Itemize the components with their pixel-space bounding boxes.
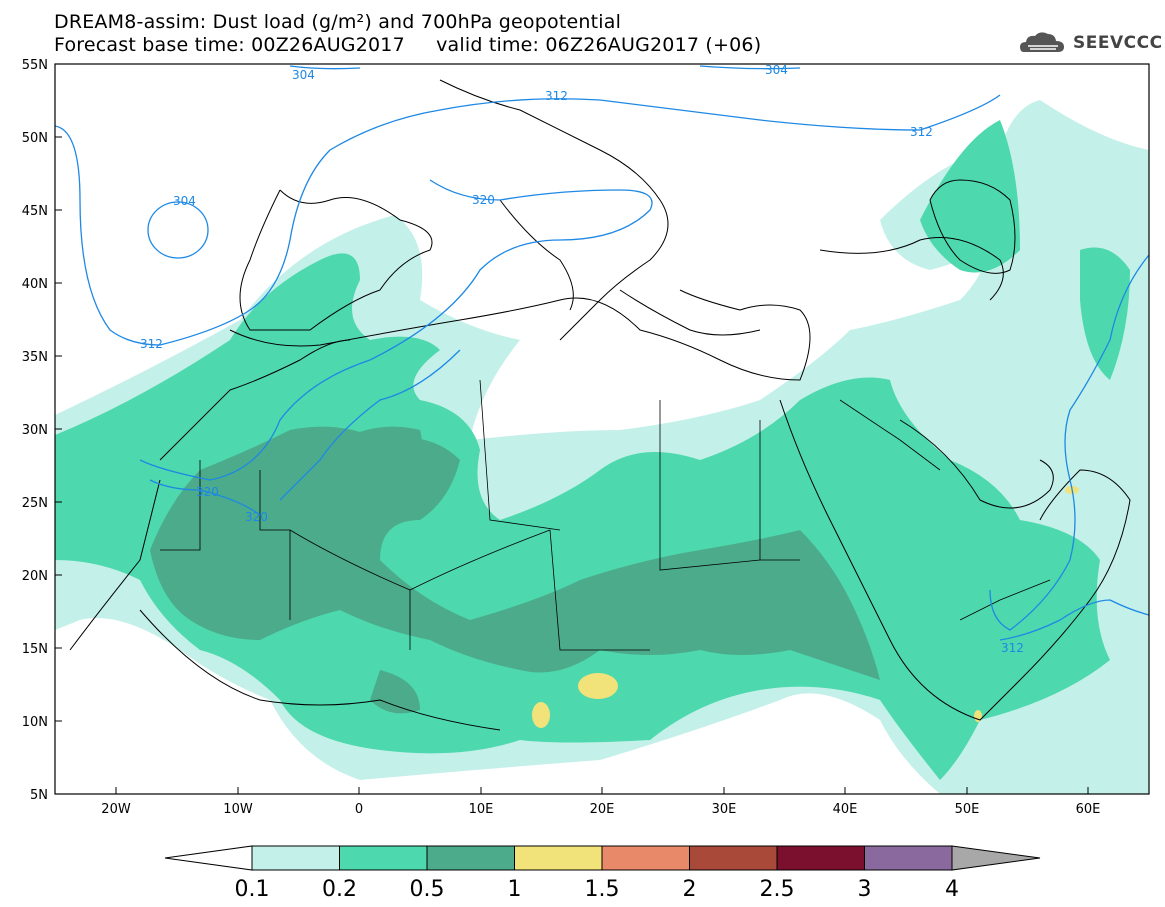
colorbar-tick-label: 3 (858, 877, 872, 902)
lat-label: 30N (22, 423, 48, 438)
colorbar-tick-label: 1.5 (585, 877, 620, 902)
colorbar-swatch (776, 845, 865, 871)
lon-label: 10W (223, 802, 253, 817)
contour-label: 304 (765, 63, 788, 77)
lat-label: 55N (22, 58, 48, 73)
lat-label: 20N (22, 569, 48, 584)
forecast-time-subtitle: Forecast base time: 00Z26AUG2017 valid t… (54, 34, 762, 56)
contour-label: 312 (1001, 641, 1024, 655)
lat-label: 45N (22, 204, 48, 219)
contour-label: 304 (292, 68, 315, 82)
colorbar-tick-label: 1 (508, 877, 522, 902)
colorbar: 0.1 0.2 0.5 1 1.5 2 2.5 3 4 (164, 845, 1041, 902)
colorbar-tick-label: 4 (945, 877, 959, 902)
colorbar-swatch (514, 845, 603, 871)
contour-labels: 304 304 312 312 304 320 312 320 320 312 (140, 63, 1024, 655)
lon-label: 40E (833, 802, 858, 817)
cloud-icon (1020, 32, 1064, 52)
geopotential-contours (55, 65, 1149, 641)
lon-label: 50E (955, 802, 980, 817)
colorbar-swatch (689, 845, 778, 871)
latitude-axis (55, 63, 62, 795)
lon-label: 10E (469, 802, 494, 817)
contour-label: 304 (173, 194, 196, 208)
longitude-labels: 20W 10W 0 10E 20E 30E 40E 50E 60E (101, 802, 1100, 817)
coastlines (69, 79, 1131, 731)
contour-label: 312 (910, 125, 933, 139)
latitude-labels: 55N 50N 45N 40N 35N 30N 25N 20N 15N 10N … (22, 58, 48, 803)
longitude-axis (115, 787, 1089, 794)
contour-label: 312 (545, 89, 568, 103)
colorbar-swatch (339, 845, 428, 871)
contour-label: 320 (196, 485, 219, 499)
lon-label: 0 (355, 802, 363, 817)
colorbar-tick-label: 2 (683, 877, 697, 902)
lon-label: 20E (590, 802, 615, 817)
dust-shade-high (150, 426, 880, 714)
lat-label: 40N (22, 277, 48, 292)
colorbar-swatch (951, 845, 1041, 871)
contour-label: 320 (245, 510, 268, 524)
lat-label: 50N (22, 131, 48, 146)
colorbar-swatch (864, 845, 953, 871)
lat-label: 25N (22, 496, 48, 511)
colorbar-swatch (164, 845, 253, 871)
colorbar-tick-label: 0.5 (410, 877, 445, 902)
colorbar-tick-label: 0.2 (322, 877, 357, 902)
colorbar-tick-label: 2.5 (760, 877, 795, 902)
map-title: DREAM8-assim: Dust load (g/m²) and 700hP… (54, 11, 622, 33)
lat-label: 5N (30, 788, 48, 803)
contour-label: 320 (472, 193, 495, 207)
lon-label: 30E (712, 802, 737, 817)
lat-label: 35N (22, 350, 48, 365)
colorbar-swatch (426, 845, 515, 871)
dust-map: 304 304 312 312 304 320 312 320 320 312 … (22, 58, 1150, 817)
lon-label: 60E (1076, 802, 1101, 817)
logo-text: SEEVCCC (1073, 33, 1163, 53)
colorbar-swatch (251, 845, 340, 871)
lon-label: 20W (101, 802, 131, 817)
lat-label: 10N (22, 715, 48, 730)
colorbar-swatch (601, 845, 690, 871)
contour-label: 312 (140, 337, 163, 351)
lat-label: 15N (22, 642, 48, 657)
colorbar-tick-label: 0.1 (235, 877, 270, 902)
dust-shade-peak (532, 486, 1079, 728)
